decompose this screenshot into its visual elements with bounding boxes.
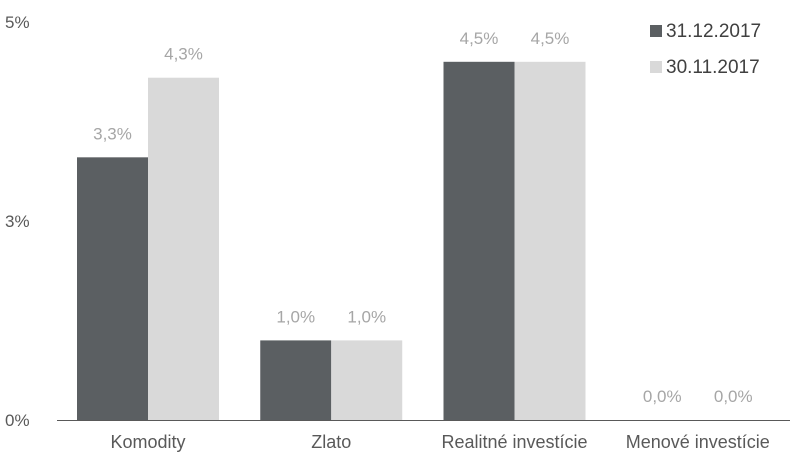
data-labels: 3,3% 4,3% 1,0% 1,0% 4,5% 4,5% 0,0% 0,0% bbox=[93, 29, 753, 406]
data-label: 4,5% bbox=[531, 29, 570, 48]
bar-dec-2 bbox=[443, 61, 515, 421]
legend-swatch bbox=[650, 61, 662, 73]
y-tick-label: 5% bbox=[5, 13, 30, 32]
bar-nov-2 bbox=[514, 61, 586, 421]
legend-swatch bbox=[650, 25, 662, 37]
y-tick-label: 0% bbox=[5, 411, 30, 430]
bar-nov-0 bbox=[148, 77, 219, 420]
data-label: 4,5% bbox=[460, 29, 499, 48]
bars bbox=[77, 61, 586, 421]
bar-dec-0 bbox=[77, 157, 148, 420]
y-tick-label: 3% bbox=[5, 212, 30, 231]
bar-dec-1 bbox=[260, 340, 332, 420]
x-category-label: Menové investície bbox=[626, 432, 770, 452]
x-category-label: Realitné investície bbox=[441, 432, 587, 452]
data-label: 1,0% bbox=[347, 307, 386, 326]
data-label: 1,0% bbox=[276, 307, 315, 326]
x-category-label: Komodity bbox=[110, 432, 185, 452]
y-axis: 0% 3% 5% bbox=[5, 13, 30, 430]
legend: 31.12.2017 30.11.2017 bbox=[650, 21, 761, 78]
data-label: 0,0% bbox=[643, 387, 682, 406]
x-category-label: Zlato bbox=[311, 432, 351, 452]
data-label: 3,3% bbox=[93, 124, 132, 143]
legend-label: 31.12.2017 bbox=[666, 21, 761, 42]
x-axis: Komodity Zlato Realitné investície Menové i… bbox=[110, 432, 769, 452]
data-label: 4,3% bbox=[164, 45, 203, 64]
legend-label: 30.11.2017 bbox=[666, 57, 760, 78]
data-label: 0,0% bbox=[714, 387, 753, 406]
bar-nov-1 bbox=[331, 340, 403, 420]
